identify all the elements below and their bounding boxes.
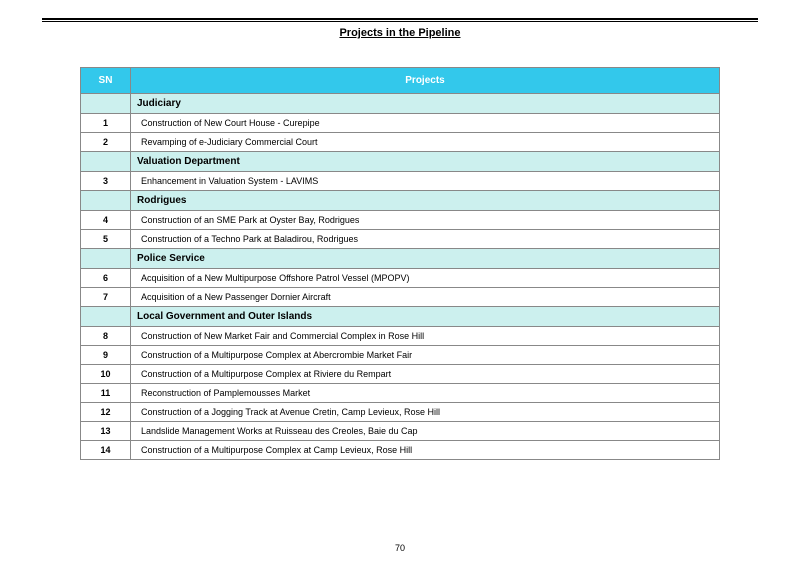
section-row: Valuation Department — [81, 152, 720, 172]
page-title: Projects in the Pipeline — [42, 22, 758, 67]
sn-cell: 10 — [81, 365, 131, 384]
section-name: Valuation Department — [131, 152, 720, 172]
sn-cell: 2 — [81, 133, 131, 152]
sn-cell: 14 — [81, 441, 131, 460]
section-row: Police Service — [81, 249, 720, 269]
project-cell: Construction of a Multipurpose Complex a… — [131, 365, 720, 384]
sn-cell: 1 — [81, 114, 131, 133]
table-row: 1 Construction of New Court House - Cure… — [81, 114, 720, 133]
page-number: 70 — [0, 543, 800, 553]
sn-cell: 8 — [81, 327, 131, 346]
column-header-projects: Projects — [131, 68, 720, 94]
section-name: Rodrigues — [131, 191, 720, 211]
project-cell: Construction of a Jogging Track at Avenu… — [131, 403, 720, 422]
project-cell: Acquisition of a New Multipurpose Offsho… — [131, 269, 720, 288]
sn-cell: 3 — [81, 172, 131, 191]
table-row: 11 Reconstruction of Pamplemousses Marke… — [81, 384, 720, 403]
section-spacer — [81, 152, 131, 172]
project-cell: Landslide Management Works at Ruisseau d… — [131, 422, 720, 441]
section-row: Judiciary — [81, 94, 720, 114]
project-cell: Construction of an SME Park at Oyster Ba… — [131, 211, 720, 230]
section-name: Judiciary — [131, 94, 720, 114]
table-body: Judiciary 1 Construction of New Court Ho… — [81, 94, 720, 460]
table-row: 9 Construction of a Multipurpose Complex… — [81, 346, 720, 365]
sn-cell: 11 — [81, 384, 131, 403]
project-cell: Acquisition of a New Passenger Dornier A… — [131, 288, 720, 307]
table-row: 7 Acquisition of a New Passenger Dornier… — [81, 288, 720, 307]
sn-cell: 7 — [81, 288, 131, 307]
project-cell: Construction of a Multipurpose Complex a… — [131, 441, 720, 460]
projects-table: SN Projects Judiciary 1 Construction of … — [80, 67, 720, 460]
table-row: 6 Acquisition of a New Multipurpose Offs… — [81, 269, 720, 288]
section-spacer — [81, 191, 131, 211]
column-header-sn: SN — [81, 68, 131, 94]
table-row: 8 Construction of New Market Fair and Co… — [81, 327, 720, 346]
project-cell: Construction of a Techno Park at Baladir… — [131, 230, 720, 249]
project-cell: Construction of New Market Fair and Comm… — [131, 327, 720, 346]
page-container: Projects in the Pipeline SN Projects Jud… — [0, 0, 800, 470]
section-name: Local Government and Outer Islands — [131, 307, 720, 327]
table-row: 5 Construction of a Techno Park at Balad… — [81, 230, 720, 249]
sn-cell: 5 — [81, 230, 131, 249]
table-row: 2 Revamping of e-Judiciary Commercial Co… — [81, 133, 720, 152]
sn-cell: 4 — [81, 211, 131, 230]
project-cell: Revamping of e-Judiciary Commercial Cour… — [131, 133, 720, 152]
table-row: 12 Construction of a Jogging Track at Av… — [81, 403, 720, 422]
table-header-row: SN Projects — [81, 68, 720, 94]
table-row: 4 Construction of an SME Park at Oyster … — [81, 211, 720, 230]
sn-cell: 12 — [81, 403, 131, 422]
project-cell: Reconstruction of Pamplemousses Market — [131, 384, 720, 403]
section-spacer — [81, 249, 131, 269]
section-row: Local Government and Outer Islands — [81, 307, 720, 327]
section-name: Police Service — [131, 249, 720, 269]
section-row: Rodrigues — [81, 191, 720, 211]
table-row: 10 Construction of a Multipurpose Comple… — [81, 365, 720, 384]
project-cell: Construction of New Court House - Curepi… — [131, 114, 720, 133]
sn-cell: 6 — [81, 269, 131, 288]
table-row: 13 Landslide Management Works at Ruissea… — [81, 422, 720, 441]
table-row: 14 Construction of a Multipurpose Comple… — [81, 441, 720, 460]
project-cell: Enhancement in Valuation System - LAVIMS — [131, 172, 720, 191]
sn-cell: 9 — [81, 346, 131, 365]
section-spacer — [81, 307, 131, 327]
project-cell: Construction of a Multipurpose Complex a… — [131, 346, 720, 365]
section-spacer — [81, 94, 131, 114]
table-row: 3 Enhancement in Valuation System - LAVI… — [81, 172, 720, 191]
sn-cell: 13 — [81, 422, 131, 441]
